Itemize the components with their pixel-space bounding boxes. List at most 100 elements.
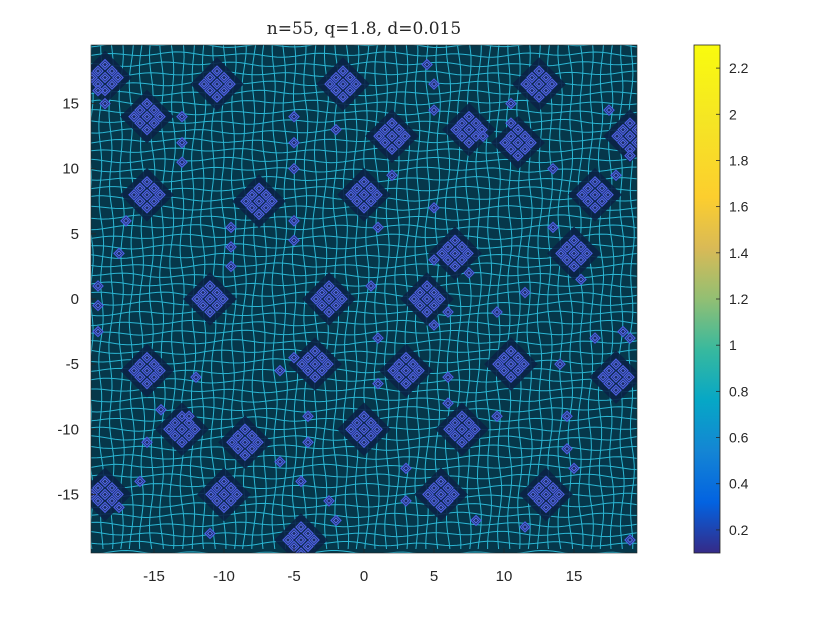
minimum-diamond-outer: [372, 221, 384, 234]
cluster-diamond-inner: [535, 80, 543, 88]
minimum-diamond-inner: [626, 536, 634, 544]
cluster-diamond: [624, 130, 636, 143]
cluster-diamond-outer: [309, 345, 321, 357]
mesh-row-line: [91, 272, 637, 279]
cluster-diamond: [239, 436, 251, 449]
minimum-diamond: [463, 267, 475, 279]
cluster-diamond-inner: [521, 146, 529, 153]
cluster-diamond-inner: [143, 380, 151, 387]
cluster-diamond-inner: [213, 93, 221, 101]
cluster-diamond: [295, 521, 307, 533]
cluster-diamond: [134, 104, 146, 116]
minimum-diamond-outer: [505, 97, 517, 110]
cluster-diamond: [365, 416, 377, 429]
cluster-diamond-inner: [94, 497, 102, 505]
cluster-diamond-inner: [529, 491, 537, 498]
cluster-diamond-outer: [246, 188, 258, 201]
cluster-diamond-inner: [193, 295, 201, 303]
mesh-row-line: [91, 291, 637, 298]
cluster-diamond: [533, 482, 545, 494]
cluster-diamond: [218, 488, 230, 501]
cluster-diamond-outer: [407, 358, 419, 370]
cluster-diamond: [225, 482, 237, 494]
diamond-layer: [92, 58, 636, 546]
cluster-diamond-outer: [463, 416, 475, 429]
cluster-diamond: [197, 286, 209, 299]
cluster-diamond-inner: [633, 139, 637, 146]
mesh-row-line: [99, 549, 626, 553]
cluster-diamond-outer: [400, 351, 412, 364]
cluster-diamond: [330, 71, 342, 84]
cluster-diamond-outer: [561, 254, 573, 266]
cluster-diamond-outer: [469, 423, 481, 436]
cluster-diamond-inner: [220, 478, 228, 485]
cluster-diamond-outer: [463, 136, 475, 149]
minimum-diamond: [113, 501, 125, 514]
minimum-cluster: [120, 343, 174, 398]
cluster-diamond-inner: [570, 237, 578, 244]
cluster-diamond-outer: [512, 123, 524, 136]
minimum-diamond: [470, 514, 482, 527]
cluster-diamond-outer: [436, 247, 448, 260]
minimum-diamond-outer: [477, 130, 489, 143]
cluster-diamond: [134, 371, 146, 383]
cluster-diamond-outer: [407, 371, 419, 383]
cluster-diamond-inner: [626, 120, 634, 127]
cluster-diamond: [448, 488, 460, 501]
cluster-diamond-outer: [568, 234, 580, 247]
cluster-diamond-inner: [143, 178, 151, 185]
minimum-diamond-inner: [444, 308, 452, 316]
cluster-diamond-outer: [533, 65, 545, 77]
cluster-diamond-outer: [154, 364, 166, 377]
cluster-diamond-outer: [308, 534, 320, 546]
cluster-diamond-outer: [323, 280, 335, 292]
cluster-diamond-inner: [206, 295, 214, 303]
cluster-diamond: [169, 429, 181, 442]
minimum-diamond-inner: [605, 106, 613, 114]
cluster-diamond: [540, 475, 552, 488]
cluster-diamond-inner: [143, 204, 151, 211]
mesh-row-line: [91, 358, 637, 365]
cluster-diamond: [198, 78, 210, 90]
minimum-diamond-outer: [365, 280, 377, 292]
minimum-diamond: [204, 527, 216, 540]
cluster-diamond-outer: [373, 130, 385, 143]
cluster-diamond: [106, 482, 118, 494]
cluster-diamond: [169, 416, 181, 429]
cluster-diamond: [211, 78, 223, 90]
cluster-diamond-inner: [409, 361, 417, 368]
cluster-diamond-outer: [141, 364, 153, 377]
cluster-diamond: [253, 208, 265, 221]
cluster-diamond: [456, 117, 468, 130]
cluster-diamond: [456, 410, 468, 423]
cluster-diamond-inner: [241, 452, 249, 459]
cluster-diamond-inner: [360, 426, 368, 433]
minimum-diamond-outer: [561, 442, 573, 455]
colorbar-ticks: 2.2 2 1.8 1.6 1.4 1.2 1 0.8 0.6 0.4 0.2: [716, 60, 749, 538]
cluster-diamond: [505, 358, 517, 370]
cluster-diamond-outer: [582, 182, 594, 195]
cluster-diamond: [252, 436, 264, 449]
cluster-diamond: [527, 488, 539, 501]
minimum-diamond: [624, 149, 636, 162]
minimum-diamond: [554, 358, 566, 370]
cluster-diamond-outer: [183, 416, 195, 429]
cluster-diamond-outer: [421, 280, 433, 292]
mesh-column-line: [577, 45, 584, 550]
minimum-diamond-outer: [442, 306, 454, 318]
cluster-diamond: [134, 195, 146, 208]
cluster-diamond-outer: [358, 410, 370, 423]
cluster-diamond-inner: [500, 367, 508, 374]
cluster-diamond: [134, 117, 146, 129]
cluster-diamond-inner: [626, 133, 634, 140]
cluster-diamond: [581, 247, 593, 260]
x-tick-label: 5: [430, 568, 438, 585]
cluster-diamond: [358, 410, 370, 423]
cluster-diamond-outer: [296, 358, 308, 370]
cluster-diamond: [456, 254, 468, 266]
cluster-diamond: [450, 123, 462, 136]
cluster-diamond: [197, 299, 209, 312]
minimum-diamond-outer: [302, 410, 314, 423]
cluster-diamond-inner: [213, 497, 221, 505]
cluster-diamond: [422, 488, 434, 501]
